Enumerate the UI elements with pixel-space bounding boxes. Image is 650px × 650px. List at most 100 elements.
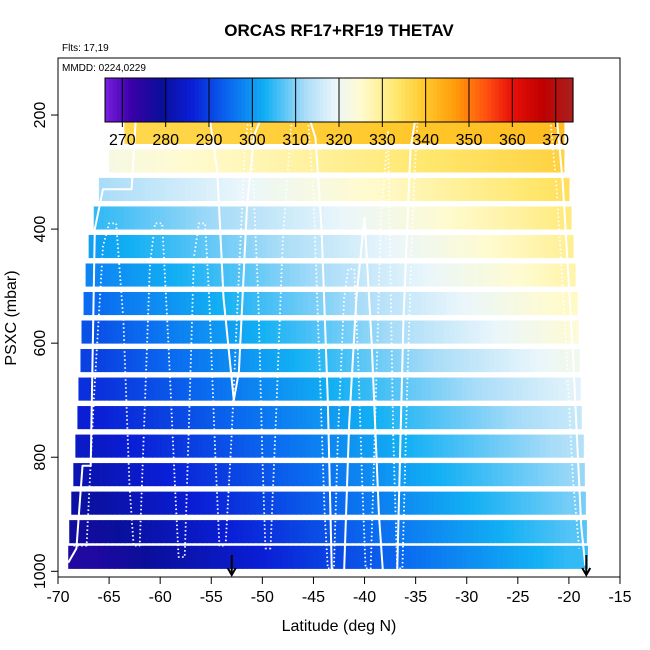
heatmap-cell [236, 206, 243, 230]
heatmap-cell [287, 149, 294, 173]
heatmap-cell [374, 545, 381, 569]
heatmap-cell [264, 349, 271, 373]
heatmap-cell [324, 520, 331, 544]
heatmap-cell [405, 234, 412, 259]
heatmap-cell [308, 545, 315, 569]
heatmap-cell [203, 434, 209, 458]
heatmap-cell [163, 491, 169, 515]
heatmap-cell [226, 291, 233, 316]
heatmap-cell [211, 463, 217, 487]
heatmap-cell [252, 149, 258, 173]
heatmap-cell [83, 377, 90, 401]
heatmap-cell [538, 177, 544, 202]
heatmap-cell [323, 177, 330, 202]
heatmap-cell [141, 434, 148, 458]
heatmap-cell [466, 463, 473, 487]
heatmap-cell [124, 206, 131, 230]
heatmap-cell [365, 520, 372, 544]
x-tick-label: -45 [302, 589, 325, 606]
heatmap-cell [303, 206, 309, 230]
heatmap-cell [185, 206, 192, 230]
heatmap-cell [177, 434, 184, 458]
colorbar-segment [346, 78, 352, 122]
heatmap-cell [226, 545, 233, 569]
heatmap-cell [290, 491, 297, 515]
colorbar-tick-label: 340 [412, 132, 439, 149]
heatmap-cell [303, 463, 309, 487]
heatmap-cell [517, 149, 524, 173]
heatmap-cell [155, 206, 161, 230]
heatmap-cell [390, 545, 396, 569]
heatmap-cell [519, 263, 526, 287]
heatmap-cell [489, 349, 495, 373]
heatmap-cell [574, 545, 580, 569]
heatmap-cell [405, 545, 412, 569]
heatmap-cell [507, 545, 514, 569]
heatmap-cell [231, 149, 238, 173]
heatmap-cell [114, 206, 120, 230]
heatmap-cell [190, 149, 197, 173]
heatmap-cell [117, 320, 123, 344]
heatmap-cell [84, 520, 91, 544]
heatmap-cell [515, 320, 522, 344]
heatmap-cell [459, 320, 466, 344]
colorbar-segment [303, 78, 309, 122]
heatmap-cell [167, 434, 174, 458]
heatmap-cell [165, 463, 171, 487]
heatmap-cell [384, 377, 391, 401]
heatmap-cell [395, 177, 401, 202]
colorbar-tick-label: 370 [542, 132, 569, 149]
heatmap-cell [164, 406, 170, 430]
heatmap-cell [182, 263, 189, 287]
heatmap-cell [483, 520, 489, 544]
heatmap-cell [446, 463, 452, 487]
heatmap-cell [368, 406, 375, 430]
heatmap-cell [126, 434, 133, 458]
heatmap-cell [282, 291, 289, 316]
heatmap-cell [323, 120, 330, 144]
colorbar-segment [327, 78, 332, 122]
heatmap-cell [295, 263, 301, 287]
heatmap-cell [415, 545, 422, 569]
heatmap-cell [419, 406, 426, 430]
heatmap-cell [428, 320, 435, 344]
heatmap-cell [461, 291, 468, 316]
heatmap-cell [282, 149, 289, 173]
heatmap-cell [103, 545, 110, 569]
heatmap-cell [301, 320, 307, 344]
heatmap-cell [387, 349, 393, 373]
heatmap-cell [179, 406, 186, 430]
heatmap-cell [521, 406, 528, 430]
heatmap-cell [550, 434, 557, 458]
heatmap-cell [270, 320, 277, 344]
heatmap-cell [284, 263, 291, 287]
heatmap-cell [549, 520, 556, 544]
heatmap-cell [431, 520, 438, 544]
heatmap-cell [287, 291, 294, 316]
heatmap-cell [369, 206, 376, 230]
heatmap-cell [430, 291, 437, 316]
heatmap-cell [450, 406, 457, 430]
heatmap-cell [528, 149, 534, 173]
heatmap-cell [543, 377, 550, 401]
heatmap-cell [322, 406, 329, 430]
heatmap-cell [328, 377, 335, 401]
heatmap-cell [119, 206, 126, 230]
heatmap-cell [170, 177, 177, 202]
heatmap-cell [189, 406, 196, 430]
heatmap-cell [318, 149, 325, 173]
heatmap-cell [106, 263, 112, 287]
heatmap-cell [543, 177, 550, 202]
heatmap-cell [302, 406, 308, 430]
heatmap-cell [571, 320, 578, 344]
heatmap-cell [144, 545, 151, 569]
colorbar-segment [502, 78, 508, 122]
heatmap-cell [565, 434, 572, 458]
heatmap-cell [152, 434, 158, 458]
heatmap-cell [568, 377, 575, 401]
colorbar-segment [366, 78, 371, 122]
heatmap-cell [257, 291, 263, 316]
heatmap-cell [407, 434, 414, 458]
heatmap-cell [331, 491, 338, 515]
